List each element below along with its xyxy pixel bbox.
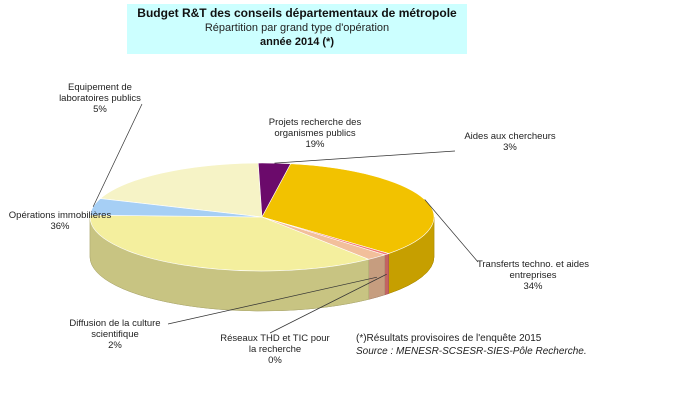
chart-year: année 2014 (*) xyxy=(260,36,334,48)
pie-slice-5 xyxy=(89,214,370,272)
leader-line-4 xyxy=(167,276,378,325)
chart-title-box: Budget R&T des conseils départementaux d… xyxy=(127,4,467,54)
pie-top xyxy=(89,162,435,272)
slice-label-transferts: Transferts techno. et aides entreprises … xyxy=(476,259,590,292)
pie-slice-2 xyxy=(261,163,435,254)
slice-label-diffusion-culture: Diffusion de la culture scientifique 2% xyxy=(69,318,161,351)
chart-subtitle: Répartition par grand type d'opération xyxy=(204,22,390,34)
slice-label-projets-recherche: Projets recherche des organismes publics… xyxy=(268,117,362,150)
leader-line-2 xyxy=(424,199,479,263)
footnote-note: (*)Résultats provisoires de l'enquête 20… xyxy=(356,333,542,344)
footnote-source: Source : MENESR-SCSESR-SIES-Pôle Recherc… xyxy=(356,346,587,357)
slice-label-operations-immobilieres: Opérations immobilières 36% xyxy=(8,210,112,232)
slice-label-equipement-labos: Equipement de laboratoires publics 5% xyxy=(59,82,141,115)
leader-lines xyxy=(92,103,479,334)
slice-label-aides-chercheurs: Aides aux chercheurs 3% xyxy=(464,131,556,153)
slice-label-reseaux-thd: Réseaux THD et TIC pour la recherche 0% xyxy=(220,333,330,366)
leader-line-1 xyxy=(274,150,456,164)
leader-line-3 xyxy=(269,273,387,334)
chart-title: Budget R&T des conseils départementaux d… xyxy=(137,6,457,20)
footnote: (*)Résultats provisoires de l'enquête 20… xyxy=(356,332,587,358)
pie-slice-0 xyxy=(99,162,263,218)
leader-line-6 xyxy=(92,103,143,207)
